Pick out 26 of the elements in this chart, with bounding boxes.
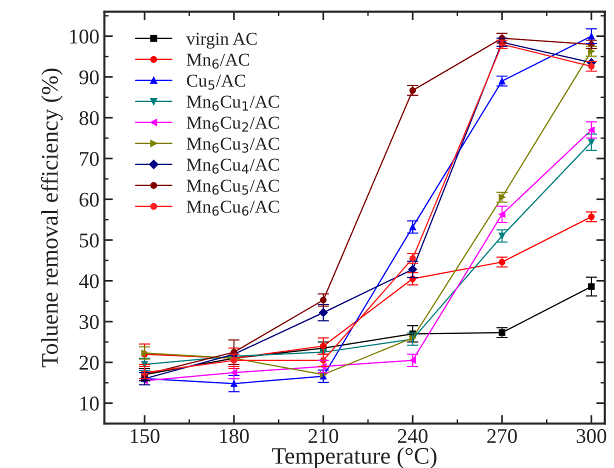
legend-label: Mn$_{6}$Cu$_{6}$/AC [186, 200, 279, 216]
legend-label: Mn$_{6}$Cu$_{4}$/AC [186, 158, 279, 174]
x-tick-label: 180 [220, 429, 249, 444]
legend-label: Mn$_{6}$Cu$_{2}$/AC [186, 116, 279, 132]
y-tick-label: 60 [80, 192, 99, 207]
x-tick-label: 240 [398, 429, 428, 444]
legend-label: Mn$_{6}$Cu$_{1}$/AC [186, 96, 279, 111]
x-tick-label: 150 [130, 429, 160, 444]
x-tick-label: 300 [576, 429, 606, 444]
x-tick-label: 210 [308, 429, 338, 444]
y-tick-label: 70 [80, 152, 99, 166]
y-tick-label: 10 [80, 396, 99, 411]
legend-label: Cu$_{5}$/AC [186, 74, 246, 90]
y-tick-label: 50 [80, 233, 99, 248]
legend-label: Mn$_{6}$Cu$_{5}$/AC [186, 180, 279, 195]
legend-label: Mn$_{6}$Cu$_{3}$/AC [186, 138, 279, 153]
y-tick-label: 100 [70, 30, 99, 44]
legend-label: virgin AC [186, 32, 257, 49]
y-tick-label: 40 [79, 274, 99, 288]
y-axis-title: Toluene removal efficiency (%) [40, 68, 63, 368]
y-tick-label: 30 [80, 314, 99, 330]
y-tick-label: 20 [80, 356, 99, 370]
y-tick-label: 90 [79, 70, 99, 84]
y-tick-label: 80 [79, 111, 99, 126]
x-tick-label: 270 [487, 429, 517, 444]
legend-label: Mn$_{6}$/AC [186, 54, 250, 69]
